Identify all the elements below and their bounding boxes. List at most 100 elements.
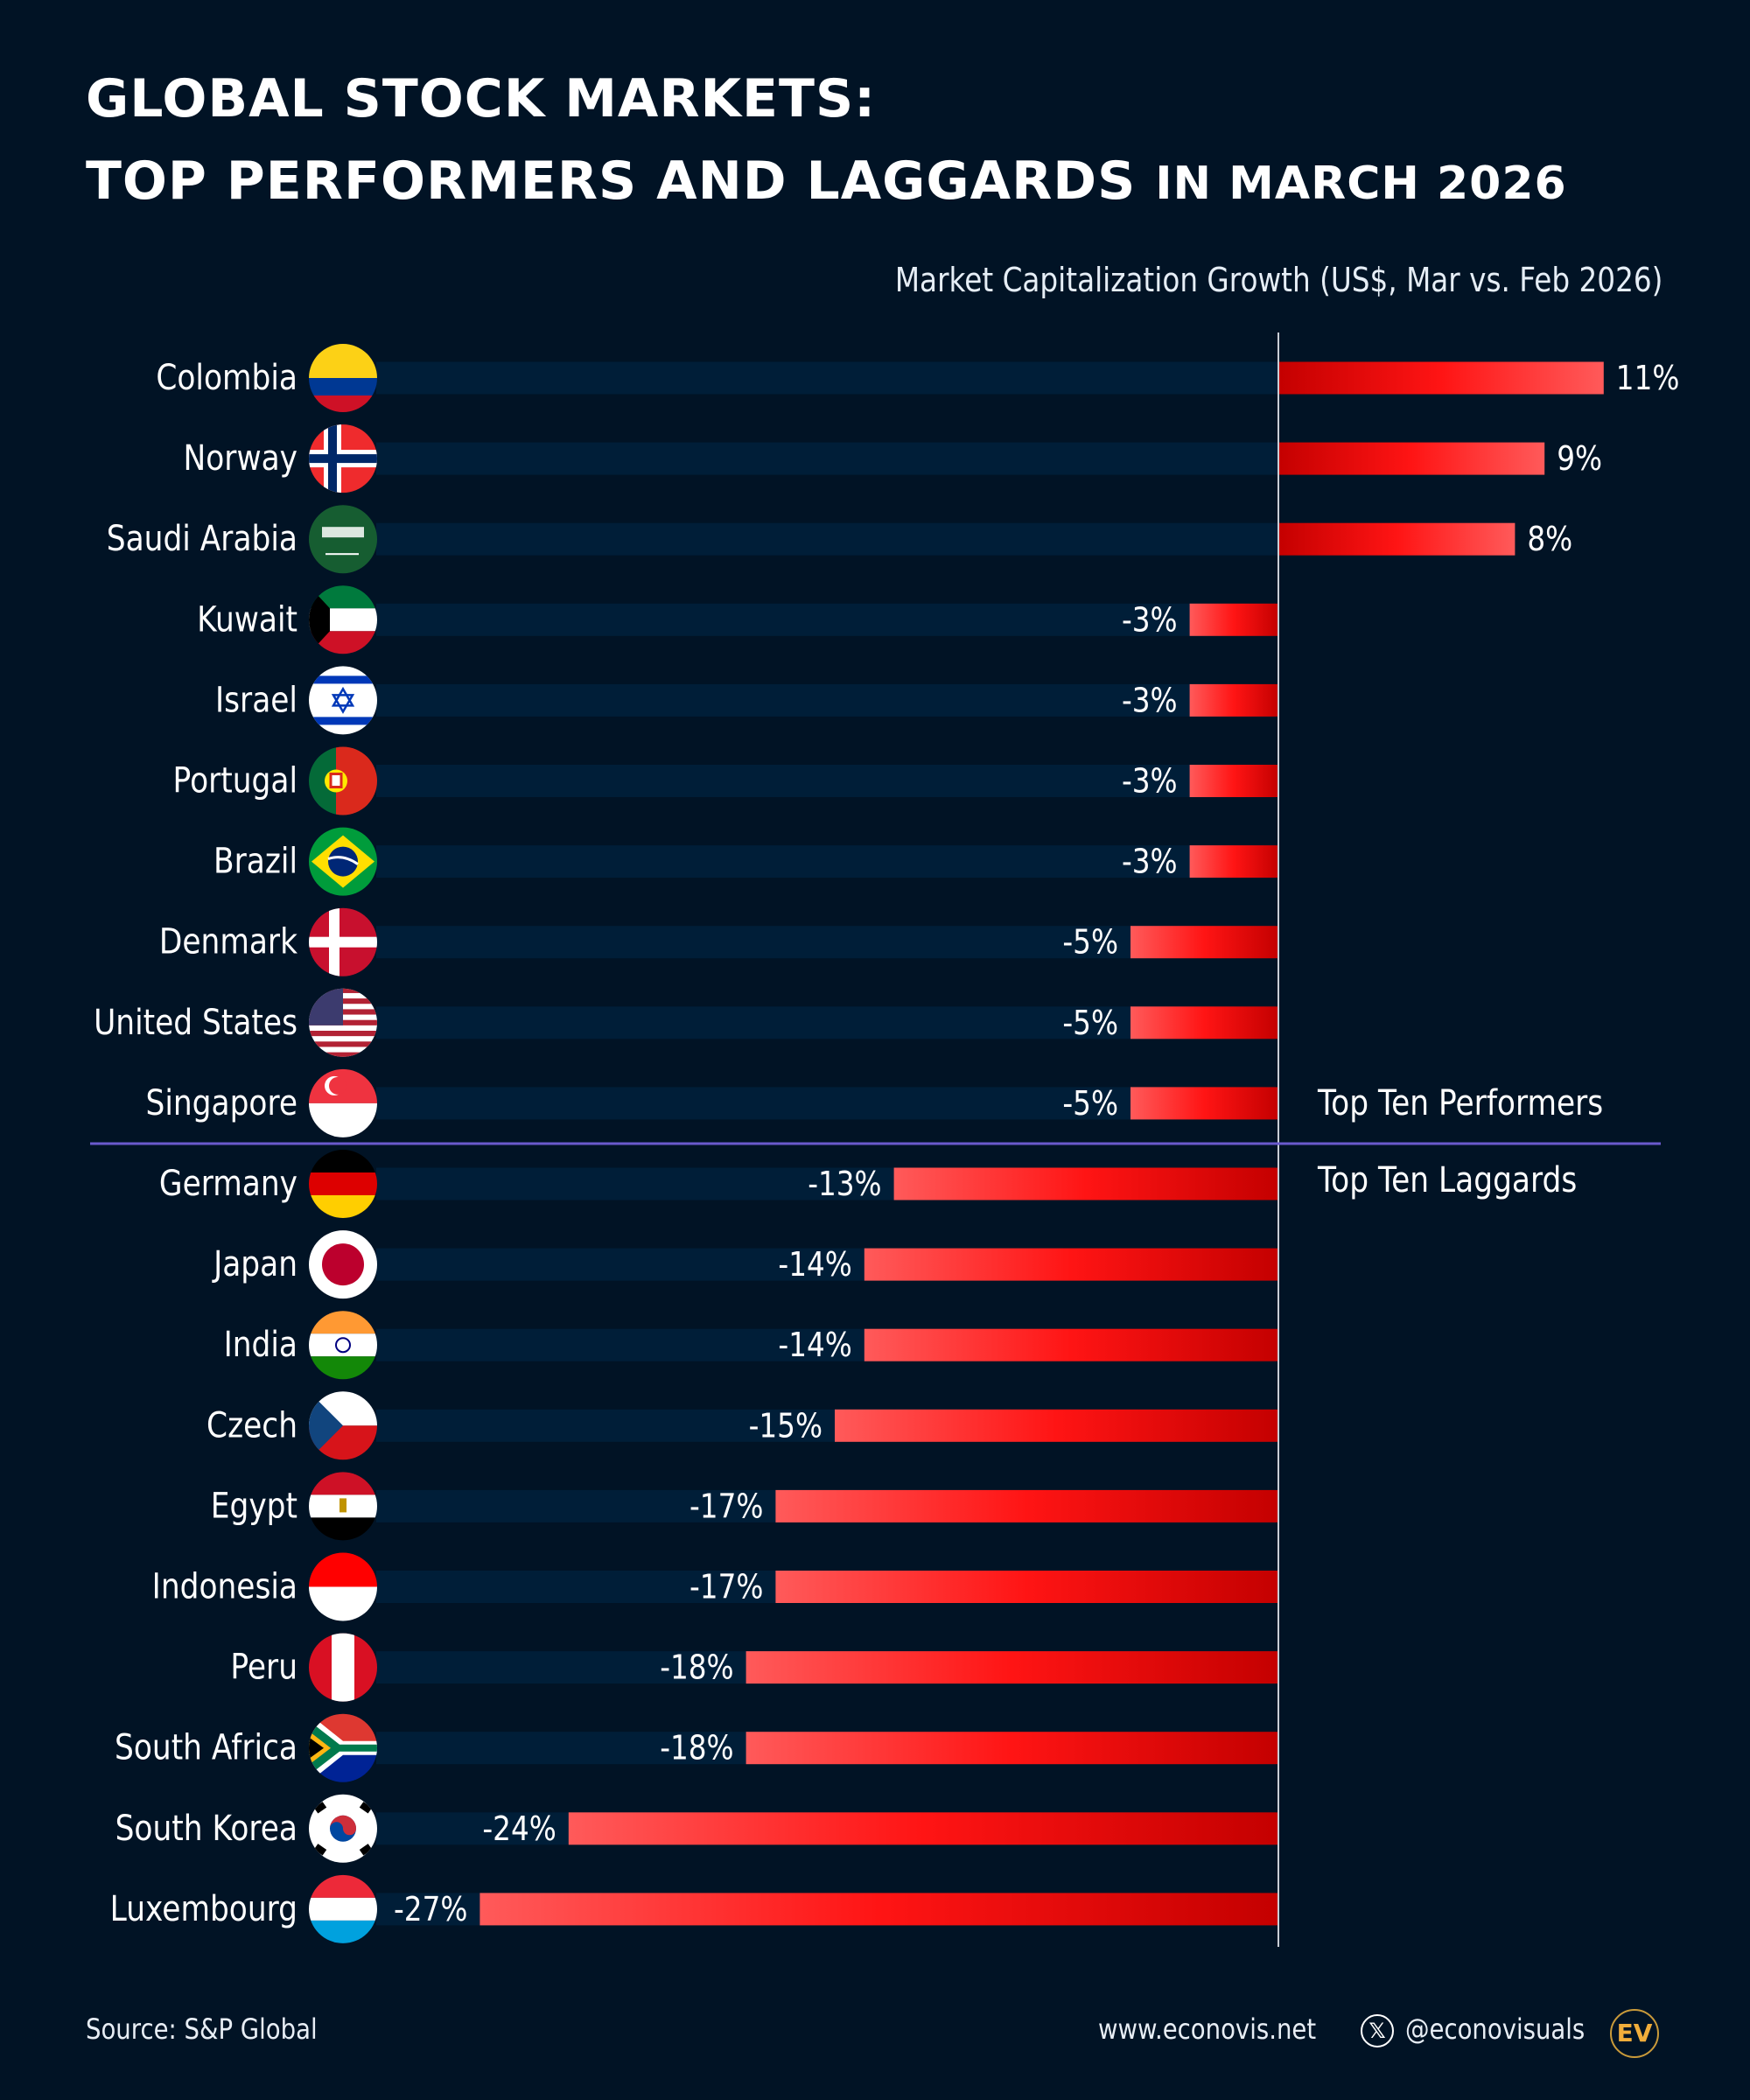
bar-indonesia — [775, 1571, 1278, 1603]
bar-track — [376, 765, 1278, 797]
value-label: -3% — [1122, 682, 1178, 720]
title-line-2: TOP PERFORMERS AND LAGGARDS IN MARCH 202… — [86, 150, 1567, 212]
bar-germany — [893, 1167, 1278, 1200]
indonesia-flag-icon — [309, 1552, 377, 1621]
bar-track — [376, 926, 1278, 959]
group-label-performers: Top Ten Performers — [1317, 1082, 1603, 1123]
india-flag-icon — [309, 1311, 377, 1380]
bar-singapore — [1130, 1087, 1278, 1120]
category-label: Peru — [230, 1646, 298, 1687]
bar-track — [376, 603, 1278, 636]
bar-norway — [1278, 442, 1545, 475]
value-label: 9% — [1557, 440, 1602, 479]
category-label: Norway — [184, 438, 298, 479]
saudi-arabia-flag-icon — [309, 505, 377, 574]
category-label: Kuwait — [197, 598, 298, 640]
israel-flag-icon — [309, 666, 377, 735]
bar-india — [864, 1328, 1278, 1362]
x-logo-icon: 𝕏 — [1361, 2014, 1394, 2048]
category-label: Portugal — [173, 760, 298, 801]
value-label: -3% — [1122, 601, 1178, 640]
social-handle[interactable]: @econovisuals — [1405, 2012, 1586, 2046]
south-korea-flag-icon — [309, 1794, 377, 1863]
category-label: Colombia — [156, 356, 298, 397]
category-label: Indonesia — [152, 1565, 298, 1606]
bar-czech — [835, 1409, 1278, 1442]
portugal-flag-icon — [309, 746, 377, 816]
czech-flag-icon — [309, 1391, 377, 1460]
brazil-flag-icon — [309, 827, 377, 896]
bar-japan — [864, 1248, 1278, 1281]
bar-south-korea — [568, 1812, 1278, 1845]
category-label: Luxembourg — [110, 1887, 298, 1928]
value-label: -14% — [778, 1326, 851, 1365]
category-label: Singapore — [145, 1082, 298, 1123]
norway-flag-icon — [309, 424, 377, 494]
bar-portugal — [1189, 765, 1278, 797]
value-label: -14% — [778, 1246, 851, 1284]
value-label: -18% — [660, 1648, 733, 1687]
bar-saudi-arabia — [1278, 522, 1516, 556]
value-label: -18% — [660, 1729, 733, 1768]
south-africa-flag-icon — [309, 1713, 377, 1782]
bar-track — [376, 683, 1278, 717]
bar-brazil — [1189, 845, 1278, 878]
category-label: Denmark — [159, 920, 298, 962]
bar-track — [376, 522, 1278, 556]
singapore-flag-icon — [309, 1068, 377, 1138]
category-label: Czech — [206, 1404, 298, 1446]
value-label: -17% — [690, 1488, 763, 1526]
chart-subtitle: Market Capitalization Growth (US$, Mar v… — [894, 261, 1662, 299]
econovis-logo: EV — [1610, 2009, 1659, 2058]
value-label: -5% — [1062, 1004, 1118, 1042]
category-label: India — [224, 1324, 298, 1365]
bar-south-africa — [746, 1732, 1278, 1765]
category-label: Saudi Arabia — [107, 518, 298, 559]
category-label: Germany — [159, 1162, 298, 1203]
category-label: Brazil — [214, 840, 298, 881]
bar-track — [376, 845, 1278, 878]
bar-track — [376, 442, 1278, 475]
title-line-1: GLOBAL STOCK MARKETS: — [86, 68, 877, 130]
value-label: -15% — [749, 1407, 822, 1446]
category-label: South Africa — [115, 1726, 298, 1768]
bar-track — [376, 1087, 1278, 1120]
value-label: -27% — [394, 1891, 467, 1929]
egypt-flag-icon — [309, 1472, 377, 1541]
title-main: TOP PERFORMERS AND LAGGARDS — [86, 150, 1137, 212]
value-label: -3% — [1122, 843, 1178, 881]
category-label: Israel — [215, 679, 298, 720]
value-label: -24% — [482, 1810, 556, 1848]
source-note: Source: S&P Global — [86, 2012, 318, 2046]
bar-united-states — [1130, 1006, 1278, 1040]
value-label: -13% — [808, 1166, 881, 1204]
colombia-flag-icon — [309, 344, 377, 412]
united-states-flag-icon — [309, 988, 377, 1057]
title-date: IN MARCH 2026 — [1155, 158, 1567, 210]
value-label: -5% — [1062, 1085, 1118, 1124]
bar-denmark — [1130, 926, 1278, 959]
category-label: South Korea — [116, 1807, 298, 1848]
bar-egypt — [775, 1489, 1278, 1522]
denmark-flag-icon — [309, 907, 377, 976]
germany-flag-icon — [309, 1150, 377, 1218]
value-label: 11% — [1616, 360, 1680, 398]
website-link[interactable]: www.econovis.net — [1098, 2012, 1317, 2046]
value-label: -3% — [1122, 762, 1178, 801]
bar-israel — [1189, 683, 1278, 717]
bar-track — [376, 1006, 1278, 1040]
bar-kuwait — [1189, 603, 1278, 636]
kuwait-flag-icon — [309, 585, 377, 654]
group-label-laggards: Top Ten Laggards — [1317, 1158, 1577, 1200]
bar-luxembourg — [480, 1893, 1278, 1926]
value-label: -5% — [1062, 923, 1118, 962]
category-label: United States — [94, 1001, 298, 1042]
category-label: Egypt — [211, 1485, 298, 1526]
bar-colombia — [1278, 361, 1604, 395]
value-label: -17% — [690, 1568, 763, 1606]
peru-flag-icon — [309, 1633, 377, 1702]
luxembourg-flag-icon — [309, 1874, 377, 1943]
bar-peru — [746, 1651, 1278, 1684]
category-label: Japan — [212, 1243, 298, 1284]
